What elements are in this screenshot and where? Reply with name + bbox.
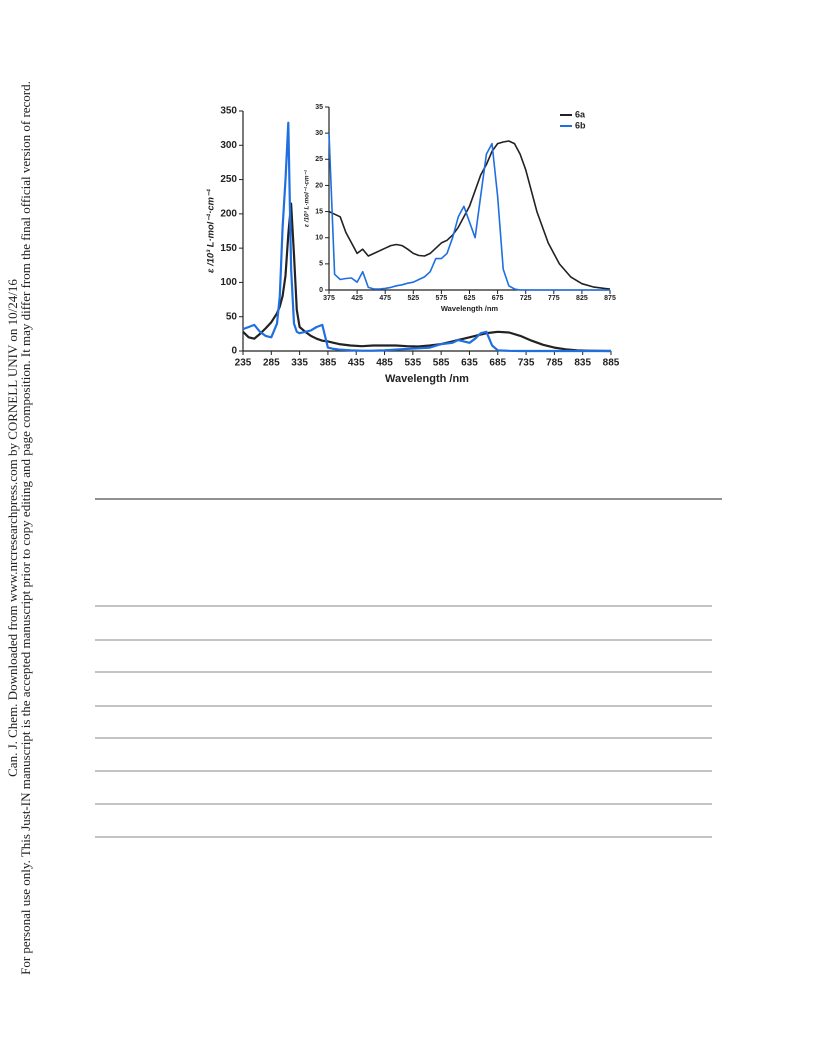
y-axis-label: ε /10³ L·mol⁻¹·cm⁻¹ — [205, 189, 215, 273]
x-tick-label: 575 — [436, 295, 448, 302]
y-tick-label: 5 — [319, 261, 323, 268]
x-tick-label: 335 — [291, 358, 308, 369]
x-tick-label: 885 — [603, 358, 620, 369]
y-tick-label: 30 — [315, 130, 323, 137]
x-tick-label: 425 — [351, 295, 363, 302]
x-axis-label: Wavelength /nm — [441, 304, 499, 313]
x-tick-label: 475 — [379, 295, 391, 302]
x-tick-label: 285 — [263, 358, 280, 369]
x-tick-label: 385 — [320, 358, 337, 369]
y-tick-label: 10 — [315, 235, 323, 242]
x-tick-label: 525 — [407, 295, 419, 302]
series-line — [328, 140, 611, 290]
x-tick-label: 785 — [546, 358, 563, 369]
x-tick-label: 535 — [405, 358, 422, 369]
y-tick-label: 20 — [315, 182, 323, 189]
y-tick-label: 50 — [226, 311, 238, 322]
series-line — [242, 121, 611, 353]
legend-label: 6b — [575, 120, 586, 130]
y-tick-label: 250 — [220, 174, 237, 185]
x-tick-label: 675 — [492, 295, 504, 302]
y-tick-label: 25 — [315, 156, 323, 163]
x-axis-label: Wavelength /nm — [385, 373, 469, 385]
x-tick-label: 685 — [489, 358, 506, 369]
x-tick-label: 835 — [574, 358, 591, 369]
chart: 0 5 10 15 20 25 30 35 375 425 475 525 575 625 675 725 77… — [301, 103, 616, 316]
x-tick-label: 725 — [520, 295, 532, 302]
watermark-line: For personal use only. This Just-IN manu… — [18, 81, 33, 975]
y-axis-label: ε /10³ L·mol⁻¹·cm⁻¹ — [303, 169, 310, 227]
x-tick-label: 585 — [433, 358, 450, 369]
y-tick-label: 200 — [220, 208, 237, 219]
y-tick-label: 100 — [220, 277, 237, 288]
x-tick-label: 735 — [518, 358, 535, 369]
x-tick-label: 435 — [348, 358, 365, 369]
series-line — [242, 202, 612, 353]
y-tick-label: 0 — [319, 287, 323, 294]
table-rules — [95, 498, 722, 838]
x-tick-label: 625 — [464, 295, 476, 302]
x-tick-label: 825 — [576, 295, 588, 302]
x-tick-label: 875 — [604, 295, 616, 302]
inset-background — [301, 103, 616, 316]
x-tick-label: 375 — [323, 295, 335, 302]
legend-label: 6a — [575, 109, 586, 119]
y-tick-label: 15 — [315, 208, 323, 215]
x-tick-label: 235 — [235, 358, 252, 369]
x-tick-label: 635 — [461, 358, 478, 369]
y-tick-label: 0 — [231, 346, 237, 357]
x-tick-label: 485 — [376, 358, 393, 369]
y-tick-label: 300 — [220, 140, 237, 151]
x-tick-label: 775 — [548, 295, 560, 302]
series-line — [328, 133, 610, 291]
watermark-line: Can. J. Chem. Downloaded from www.nrcres… — [5, 279, 20, 777]
y-tick-label: 150 — [220, 243, 237, 254]
y-tick-label: 35 — [315, 104, 323, 111]
y-tick-label: 350 — [220, 106, 237, 117]
